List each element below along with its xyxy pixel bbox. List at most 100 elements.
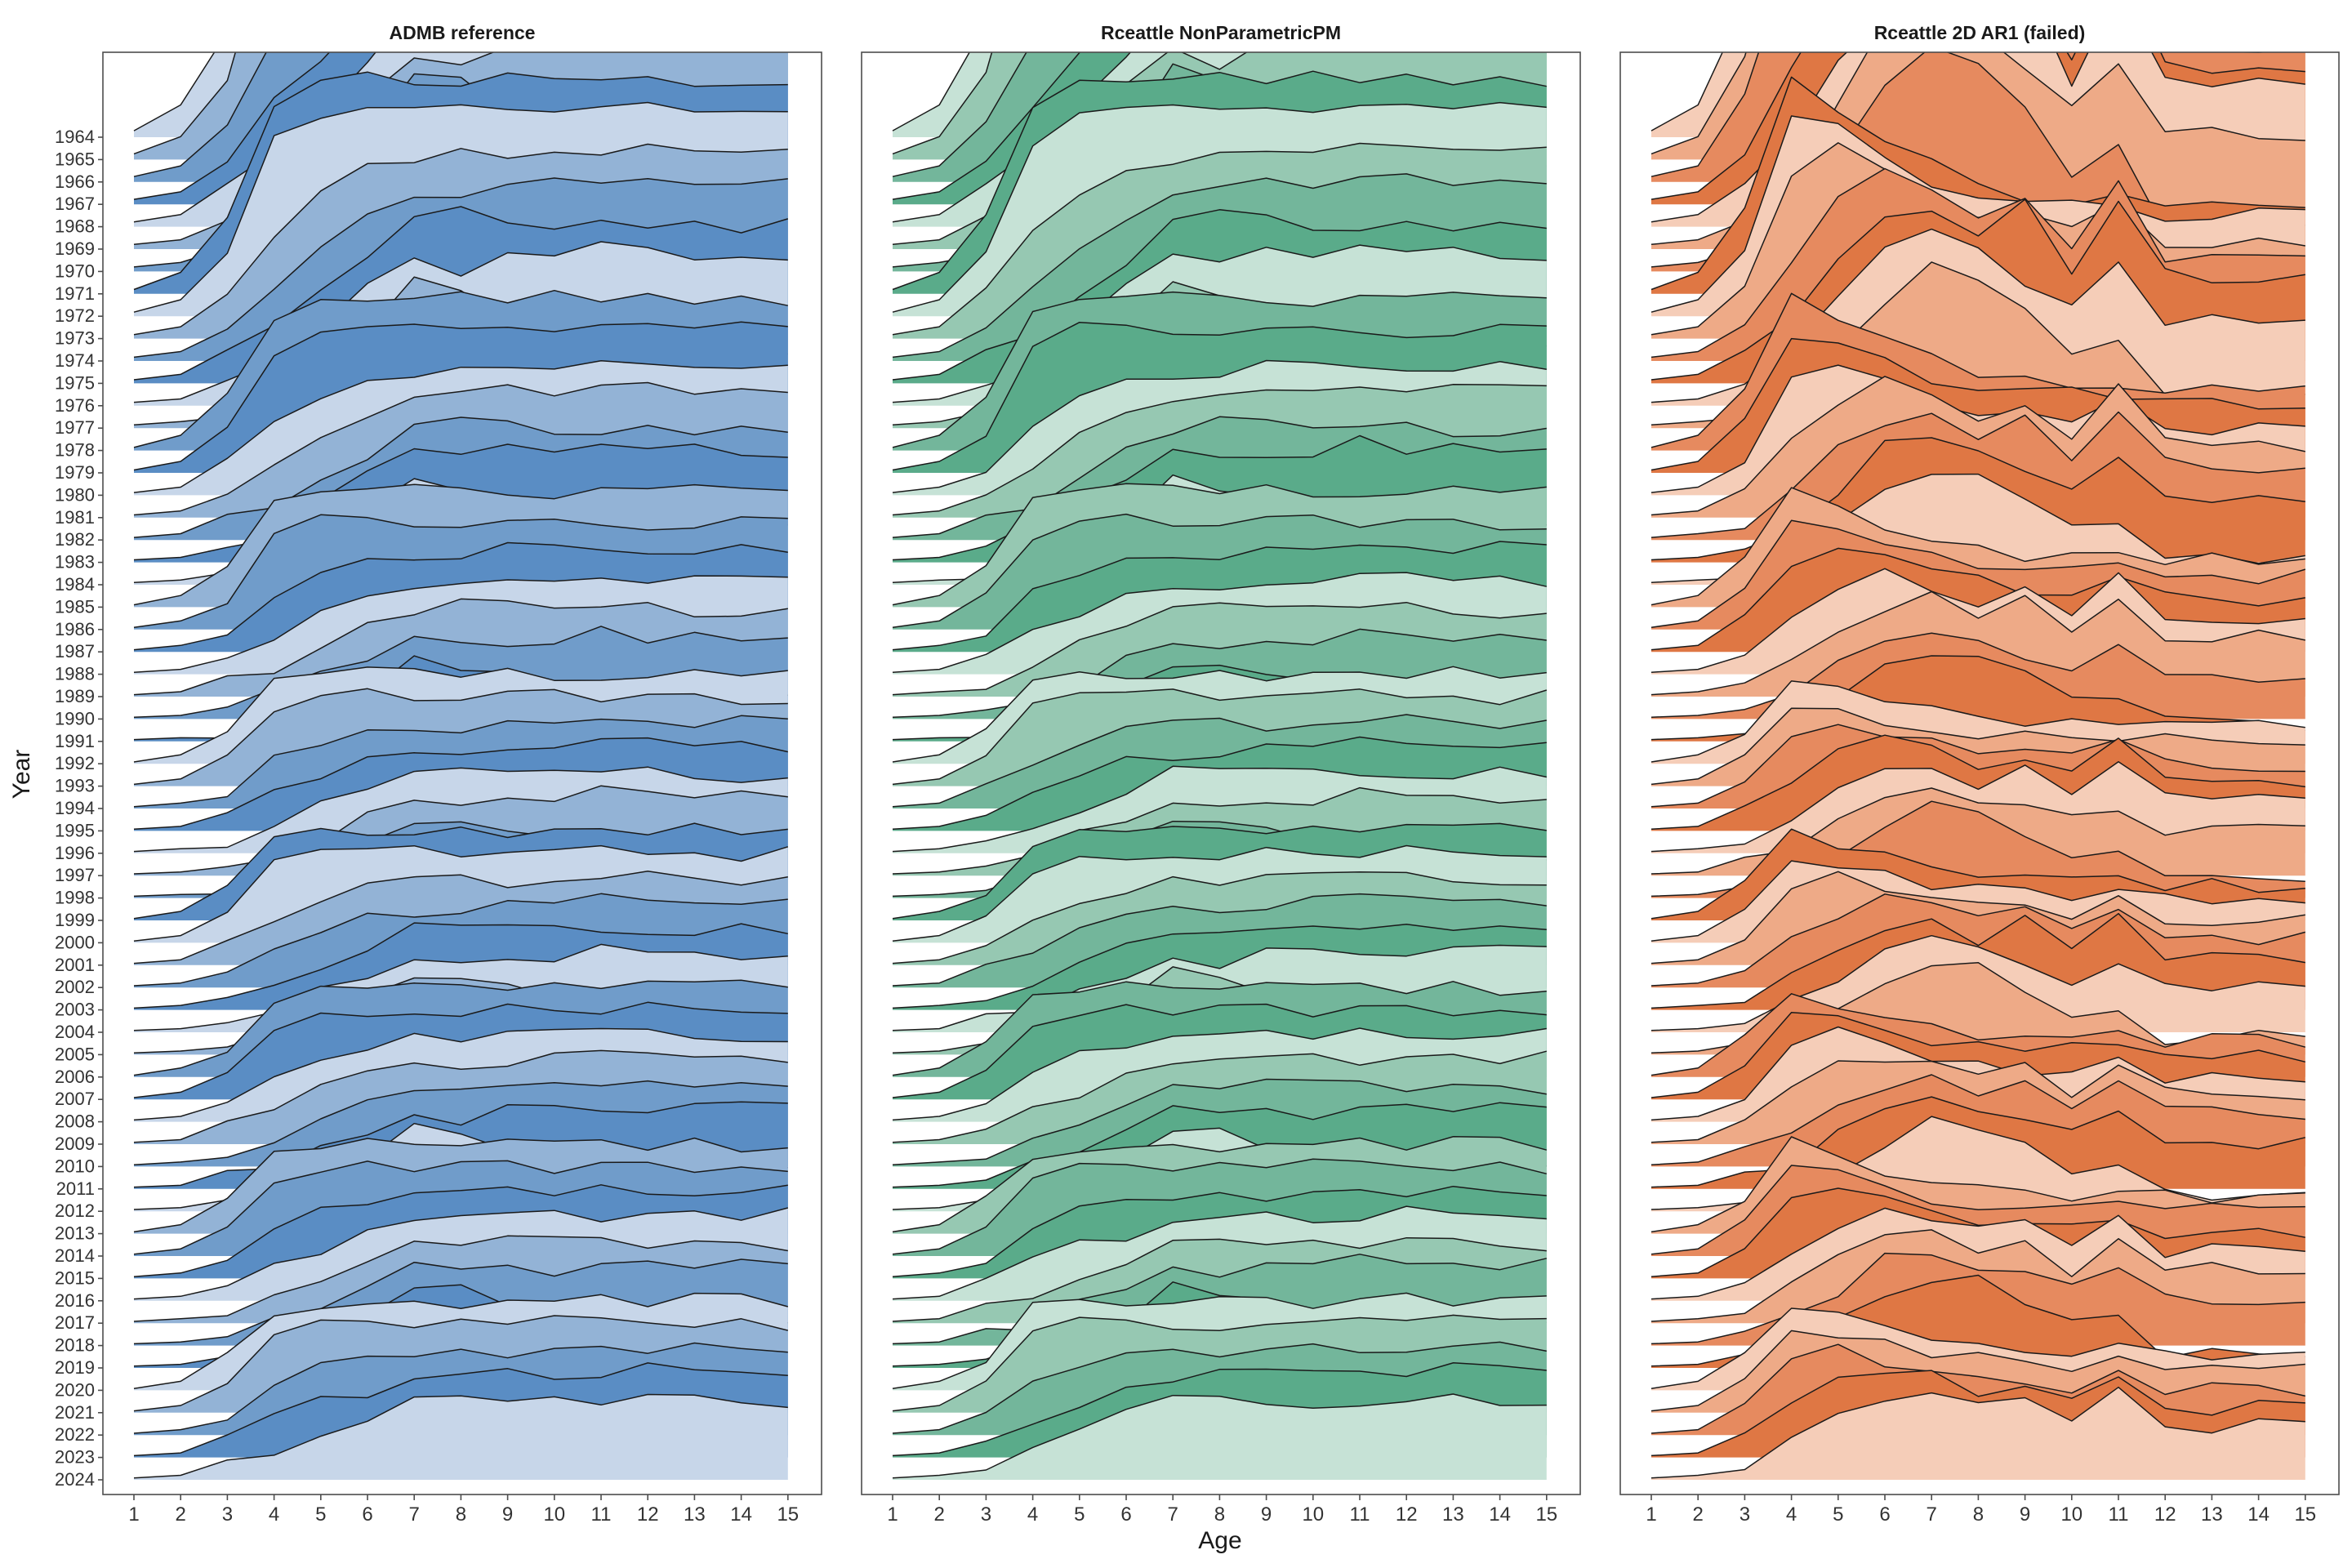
- ridge-line-1975: [892, 209, 1547, 381]
- ridge-line-1993: [1650, 707, 2305, 786]
- age-tick-label: 11: [1350, 1503, 1370, 1526]
- age-tick-label: 12: [637, 1503, 659, 1526]
- ridge-line-2006: [892, 981, 1547, 1076]
- year-tick-label: 1981: [55, 507, 95, 528]
- year-tick-label: 1991: [55, 731, 95, 751]
- ridge-area-2024: [1651, 1387, 2305, 1480]
- ridge-line-2013: [133, 1137, 788, 1233]
- age-tick-label: 8: [456, 1503, 466, 1526]
- ridge-line-1997: [133, 785, 788, 875]
- ridge-line-1988: [133, 575, 788, 673]
- ridge-line-2016: [133, 1207, 788, 1300]
- ridge-line-1986: [133, 514, 788, 628]
- ridge-line-2008: [1650, 1026, 2305, 1121]
- ridge-line-2001: [892, 871, 1547, 964]
- year-tick-label: 1977: [55, 417, 95, 438]
- age-tick-label: 10: [1302, 1503, 1324, 1526]
- age-tick-label: 4: [1786, 1503, 1797, 1526]
- ridge-line-1973: [892, 142, 1547, 336]
- ridge-line-1973: [133, 143, 788, 336]
- ridge-line-1972: [892, 101, 1547, 313]
- year-tick-label: 1966: [55, 172, 95, 192]
- ridge-line-1978: [1650, 292, 2305, 448]
- ridge-line-1996: [1650, 761, 2305, 853]
- panel-frame: [1619, 51, 2340, 1495]
- year-tick-label: 2010: [55, 1156, 95, 1176]
- age-tick-label: 4: [1027, 1503, 1038, 1526]
- ridge-line-1993: [133, 688, 788, 786]
- year-tick-label: 2023: [55, 1447, 95, 1468]
- ridge-line-1978: [133, 289, 788, 448]
- year-tick-label: 2011: [56, 1178, 95, 1199]
- ridge-line-2020: [133, 1292, 788, 1389]
- ridge-line-2000: [1650, 860, 2305, 942]
- ridge-line-1981: [133, 381, 788, 516]
- year-tick-label: 2002: [55, 977, 95, 997]
- year-tick-label: 2015: [55, 1267, 95, 1288]
- year-tick-label: 2013: [55, 1223, 95, 1244]
- panel-title: Rceattle 2D AR1 (failed): [1874, 22, 2086, 43]
- ridge-line-1988: [1650, 568, 2305, 673]
- ridge-line-1979: [892, 321, 1547, 471]
- ridge-line-2011: [892, 1102, 1547, 1188]
- ridge-line-1968: [133, 52, 376, 223]
- age-tick-label: 6: [1879, 1503, 1890, 1526]
- age-tick-label: 2: [176, 1503, 186, 1526]
- year-tick-label: 2012: [55, 1200, 95, 1221]
- ridge-line-2023: [892, 1362, 1547, 1457]
- ridge-line-1966: [892, 52, 1027, 177]
- ridge-line-2000: [133, 844, 789, 942]
- ridge-line-1971: [133, 71, 788, 291]
- ridge-line-2009: [1650, 1060, 2305, 1143]
- ridge-line-1990: [892, 628, 1547, 718]
- ridge-line-2002: [1650, 893, 2305, 987]
- ridges: [892, 52, 1548, 1480]
- age-tick-label: 15: [1535, 1503, 1557, 1526]
- age-tick-label: 5: [315, 1503, 326, 1526]
- year-tick-label: 2014: [55, 1245, 95, 1266]
- ridge-line-2009: [133, 1049, 788, 1143]
- year-tick-label: 2019: [55, 1357, 95, 1378]
- ridge-line-1975: [1650, 198, 2305, 381]
- ridge-line-1980: [133, 359, 788, 493]
- ridge-line-2017: [1650, 1229, 2305, 1322]
- year-tick-label: 1995: [55, 820, 95, 840]
- ridge-line-1967: [1650, 52, 2305, 200]
- ridge-line-2018: [1650, 1252, 2305, 1345]
- ridge-line-2021: [892, 1314, 1547, 1412]
- year-tick-label: 2016: [55, 1290, 95, 1311]
- ridge-line-2009: [892, 1050, 1547, 1143]
- panel-title: Rceattle NonParametricPM: [1101, 22, 1341, 43]
- ridge-line-1985: [1650, 487, 2305, 606]
- age-tick-label: 15: [777, 1503, 799, 1526]
- ridge-line-1972: [1650, 115, 2305, 313]
- ridge-line-1997: [892, 786, 1547, 875]
- ridge-line-1967: [892, 52, 1081, 200]
- ridge-line-1992: [1650, 680, 2305, 763]
- ridge-line-1982: [133, 416, 788, 538]
- year-tick-label: 2017: [55, 1312, 95, 1333]
- year-tick-label: 2007: [55, 1089, 95, 1109]
- ridge-line-2000: [892, 844, 1547, 942]
- ridge-line-1989: [1650, 590, 2305, 696]
- ridge-line-1999: [1650, 828, 2305, 920]
- ridge-line-2022: [133, 1342, 788, 1434]
- ridge-line-2021: [133, 1315, 788, 1412]
- ridge-line-2020: [1650, 1307, 2305, 1389]
- ridge-line-2024: [133, 1393, 788, 1479]
- ridge-line-2014: [892, 1158, 1547, 1255]
- age-tick-label: 2: [1693, 1503, 1704, 1526]
- ridge-line-1989: [133, 598, 788, 696]
- ridge-line-1980: [1650, 364, 2305, 493]
- ridge-line-2008: [133, 1027, 788, 1121]
- ridge-line-2024: [892, 1393, 1547, 1479]
- age-tick-label: 4: [269, 1503, 279, 1526]
- ridge-line-1994: [1650, 724, 2305, 808]
- year-tick-label: 1965: [55, 149, 95, 169]
- year-tick-label: 1986: [55, 619, 95, 639]
- year-tick-label: 1964: [55, 127, 95, 147]
- ridge-line-2004: [1650, 934, 2305, 1031]
- year-tick-label: 1988: [55, 664, 95, 684]
- ridge-line-1994: [133, 715, 788, 808]
- ridge-line-2014: [1650, 1165, 2305, 1255]
